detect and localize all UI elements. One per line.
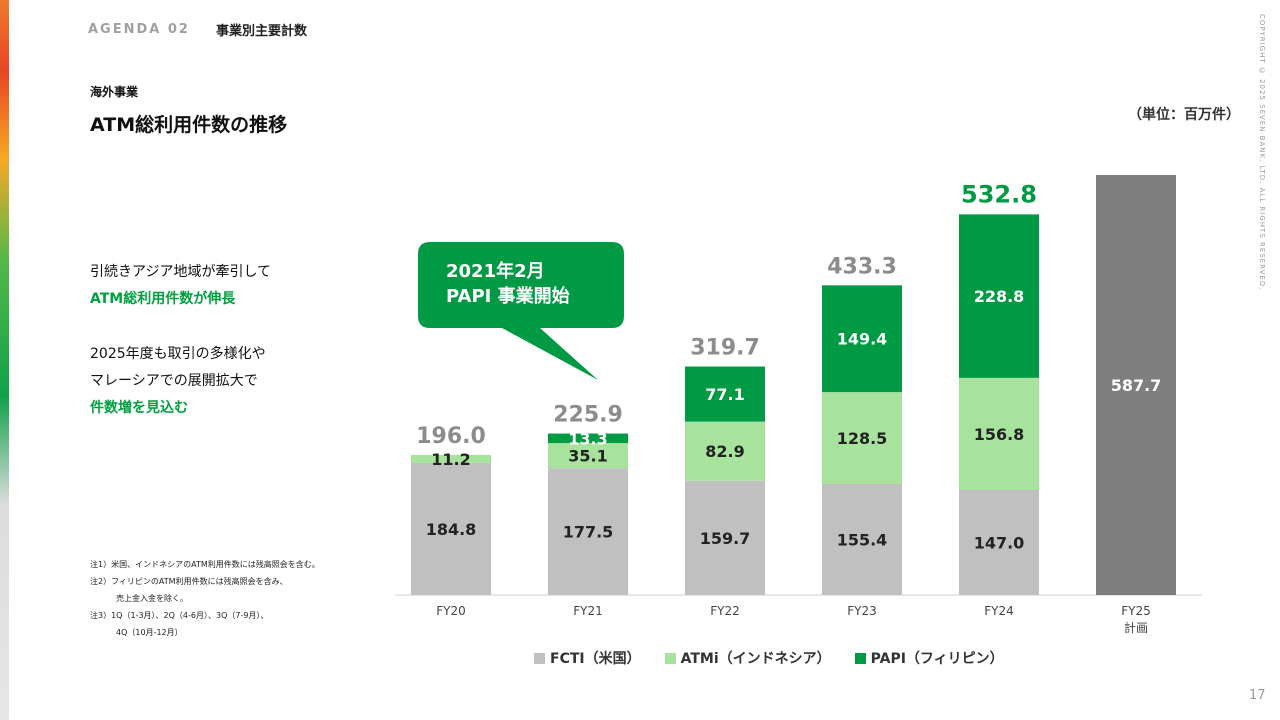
callout-shape <box>418 242 624 380</box>
chart-legend: FCTI（米国） ATMi（インドネシア） PAPI（フィリピン） <box>534 648 1028 668</box>
data-label: 159.7 <box>700 529 751 548</box>
data-label: 156.8 <box>974 425 1025 444</box>
total-label: 433.3 <box>827 254 897 279</box>
agenda-title: 事業別主要計数 <box>215 24 307 39</box>
callout-line: PAPI 事業開始 <box>446 286 570 307</box>
total-label: 225.9 <box>553 403 623 428</box>
bar-segment <box>959 214 1039 378</box>
legend-label: PAPI（フィリピン） <box>870 651 1004 667</box>
unit-label: （単位：百万件） <box>1128 107 1240 123</box>
legend-item-fcti: FCTI（米国） <box>534 648 641 668</box>
data-label: 177.5 <box>563 523 614 542</box>
footnote: 注2）フィリピンのATM利用件数には残高照会を含み、 <box>90 577 288 586</box>
bar-plan <box>1096 175 1176 595</box>
description-block-1: 引続きアジア地域が牽引して ATM総利用件数が伸長 <box>90 259 271 313</box>
data-label: 35.1 <box>568 447 607 466</box>
x-tick-label: 計画 <box>1124 620 1148 635</box>
total-label: 319.7 <box>690 336 760 361</box>
description-line: 引続きアジア地域が牽引して <box>90 264 272 280</box>
data-label: 13.3 <box>568 429 607 448</box>
callout-text: 2021年2月 PAPI 事業開始 <box>446 259 570 309</box>
x-tick-label: FY23 <box>847 604 877 618</box>
data-label: 228.8 <box>974 287 1025 306</box>
data-label: 155.4 <box>837 530 888 549</box>
agenda-label: AGENDA 02 <box>88 22 190 37</box>
data-label: 77.1 <box>705 385 744 404</box>
x-tick-label: FY25 <box>1121 604 1151 618</box>
page-title: ATM総利用件数の推移 <box>90 114 288 136</box>
total-label: 532.8 <box>961 180 1037 208</box>
bar-segment <box>411 462 491 595</box>
x-tick-label: FY24 <box>984 604 1014 618</box>
bar-segment <box>685 480 765 595</box>
copyright: COPYRIGHT © 2025 SEVEN BANK, LTD. ALL RI… <box>1258 14 1266 291</box>
footnote: 注1）米国、インドネシアのATM利用件数には残高照会を含む。 <box>90 560 320 569</box>
accent-strip <box>0 0 9 720</box>
bar-segment <box>548 433 628 444</box>
bar-segment <box>548 468 628 595</box>
description-line: マレーシアでの展開拡大で <box>90 373 258 389</box>
callout-line: 2021年2月 <box>446 261 545 282</box>
footnote: 4Q（10月-12月） <box>116 628 183 637</box>
data-label: 147.0 <box>974 533 1025 552</box>
x-tick-label: FY20 <box>436 604 466 618</box>
bar-segment <box>959 377 1039 490</box>
description-block-2: 2025年度も取引の多様化や マレーシアでの展開拡大で 件数増を見込む <box>90 341 266 422</box>
legend-swatch <box>854 652 866 664</box>
legend-item-atmi: ATMi（インドネシア） <box>664 648 831 668</box>
data-label: 82.9 <box>705 442 744 461</box>
bar-segment <box>685 421 765 481</box>
page-number: 17 <box>1249 688 1266 703</box>
footnote: 売上金入金を除く。 <box>116 594 188 603</box>
footnotes: 注1）米国、インドネシアのATM利用件数には残高照会を含む。 注2）フィリピンの… <box>90 556 320 641</box>
footnote: 注3）1Q（1-3月）、2Q（4-6月）、3Q（7-9月）、 <box>90 611 269 620</box>
legend-swatch <box>534 652 545 664</box>
legend-item-papi: PAPI（フィリピン） <box>854 648 1004 668</box>
description-highlight: ATM総利用件数が伸長 <box>90 291 236 307</box>
data-label: 149.4 <box>837 330 888 349</box>
x-tick-label: FY22 <box>710 604 740 618</box>
bar-segment <box>822 483 902 595</box>
data-label: 184.8 <box>426 520 477 539</box>
section-label: 海外事業 <box>90 85 139 99</box>
total-label: 196.0 <box>416 424 486 449</box>
legend-label: ATMi（インドネシア） <box>680 651 831 667</box>
description-line: 2025年度も取引の多様化や <box>90 346 266 362</box>
description-highlight: 件数増を見込む <box>90 400 188 416</box>
data-label: 11.2 <box>431 450 470 469</box>
bar-segment <box>959 489 1039 595</box>
bar-segment <box>822 285 902 393</box>
bar-segment <box>411 454 491 463</box>
data-label-plan: 587.7 <box>1111 376 1162 395</box>
data-label: 128.5 <box>837 429 888 448</box>
x-tick-label: FY21 <box>573 604 603 618</box>
legend-label: FCTI（米国） <box>550 651 641 667</box>
bar-segment <box>822 392 902 484</box>
bar-segment <box>548 443 628 469</box>
header: AGENDA 02 事業別主要計数 <box>88 20 307 39</box>
legend-swatch <box>664 652 676 664</box>
bar-segment <box>685 366 765 422</box>
